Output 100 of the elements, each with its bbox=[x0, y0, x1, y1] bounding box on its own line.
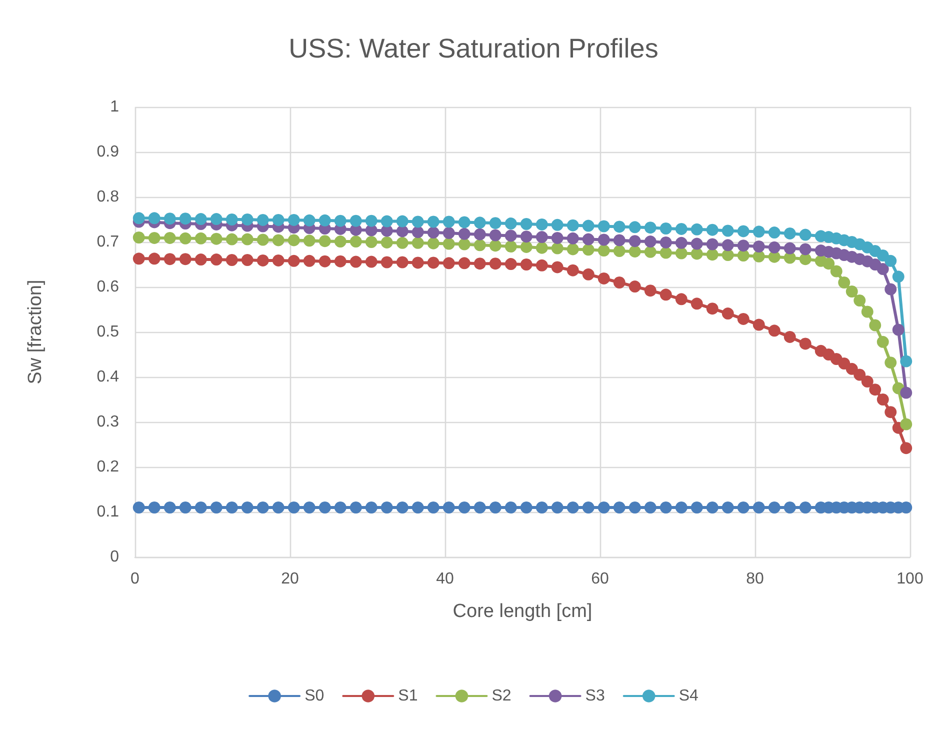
point bbox=[396, 502, 408, 514]
point bbox=[504, 230, 517, 242]
point bbox=[350, 214, 362, 227]
point bbox=[536, 218, 548, 230]
point bbox=[644, 502, 656, 514]
x-axis-title: Core length [cm] bbox=[452, 601, 592, 622]
point bbox=[722, 502, 734, 514]
point bbox=[737, 502, 750, 514]
point bbox=[474, 239, 486, 252]
point bbox=[644, 246, 656, 258]
point bbox=[660, 236, 672, 248]
point bbox=[303, 502, 316, 514]
point bbox=[566, 264, 579, 276]
point bbox=[628, 221, 641, 234]
point bbox=[412, 216, 424, 228]
point bbox=[318, 235, 331, 248]
legend-label: S4 bbox=[678, 688, 699, 704]
point bbox=[566, 243, 579, 256]
y-tick-label: 0.5 bbox=[96, 324, 120, 340]
point bbox=[884, 356, 897, 369]
point bbox=[784, 242, 796, 254]
point bbox=[489, 258, 502, 270]
point bbox=[566, 232, 579, 244]
point bbox=[474, 258, 486, 270]
point bbox=[427, 226, 440, 239]
point bbox=[427, 237, 440, 250]
point bbox=[582, 502, 594, 514]
point bbox=[164, 232, 176, 244]
point bbox=[722, 308, 734, 320]
point bbox=[272, 214, 284, 226]
point bbox=[148, 212, 160, 224]
point bbox=[551, 218, 564, 231]
point bbox=[551, 242, 564, 254]
point bbox=[784, 330, 796, 343]
point bbox=[350, 236, 362, 248]
point bbox=[350, 256, 362, 268]
point bbox=[854, 368, 866, 381]
y-tick-label: 0.4 bbox=[96, 368, 120, 386]
point bbox=[256, 234, 269, 246]
point bbox=[690, 298, 703, 310]
point bbox=[458, 216, 470, 228]
point bbox=[442, 257, 455, 270]
point bbox=[226, 502, 238, 514]
point bbox=[675, 293, 688, 306]
point bbox=[241, 254, 254, 266]
point bbox=[675, 222, 688, 235]
point bbox=[288, 502, 300, 514]
point bbox=[644, 284, 656, 297]
point bbox=[334, 255, 346, 268]
point bbox=[675, 502, 688, 514]
point bbox=[660, 246, 672, 259]
y-tick-label: 0.7 bbox=[96, 234, 120, 250]
point bbox=[752, 250, 765, 262]
point bbox=[303, 214, 316, 226]
point bbox=[706, 224, 718, 236]
point bbox=[272, 234, 284, 246]
point bbox=[458, 238, 470, 250]
point bbox=[551, 232, 564, 244]
point bbox=[427, 256, 440, 269]
point bbox=[799, 253, 812, 266]
point bbox=[210, 254, 222, 266]
point bbox=[737, 250, 750, 262]
point bbox=[194, 213, 207, 226]
point bbox=[474, 228, 486, 240]
point bbox=[334, 236, 346, 248]
point bbox=[148, 252, 160, 265]
point bbox=[179, 253, 192, 266]
point bbox=[660, 222, 672, 234]
point bbox=[303, 254, 316, 267]
point bbox=[876, 263, 889, 275]
point bbox=[628, 280, 641, 293]
point bbox=[768, 226, 780, 239]
point bbox=[582, 220, 594, 232]
point bbox=[210, 213, 222, 226]
point bbox=[148, 502, 160, 514]
point bbox=[722, 249, 734, 262]
point bbox=[164, 253, 176, 266]
point bbox=[900, 355, 912, 368]
point bbox=[210, 232, 222, 245]
point bbox=[396, 215, 408, 228]
point bbox=[520, 230, 532, 243]
point bbox=[350, 502, 362, 514]
point bbox=[520, 502, 532, 514]
point bbox=[706, 502, 718, 514]
point bbox=[613, 245, 626, 257]
point bbox=[690, 238, 703, 250]
point bbox=[458, 502, 470, 514]
point bbox=[427, 502, 440, 514]
point bbox=[396, 236, 408, 249]
point bbox=[628, 502, 641, 514]
point bbox=[256, 214, 269, 226]
point bbox=[768, 324, 780, 337]
x-tick-label: 100 bbox=[896, 570, 924, 588]
point bbox=[660, 288, 672, 301]
point bbox=[194, 254, 207, 266]
point bbox=[272, 254, 284, 266]
point bbox=[272, 502, 284, 514]
point bbox=[318, 255, 331, 268]
point bbox=[551, 261, 564, 274]
point bbox=[132, 212, 145, 224]
